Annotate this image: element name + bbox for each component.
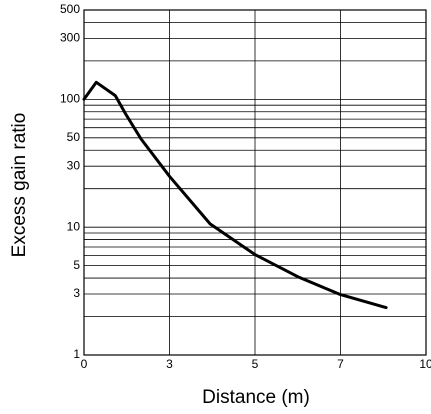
x-tick-label: 0 [81,357,88,371]
y-tick-label: 100 [60,92,80,106]
y-tick-label: 300 [60,31,80,45]
y-tick-label: 50 [67,130,81,144]
x-axis-title: Distance (m) [202,387,310,408]
y-tick-label: 5 [73,258,80,272]
y-tick-label: 1 [73,347,80,361]
plot-frame [83,9,427,356]
x-tick-label: 5 [252,357,259,371]
y-tick-label: 500 [60,2,80,16]
data-line [82,80,388,310]
y-axis-title: Excess gain ratio [9,113,30,258]
x-tick-label: 3 [166,357,173,371]
x-tick-label: 10 [419,357,431,371]
y-tick-label: 3 [73,286,80,300]
y-tick-label: 30 [67,158,81,172]
x-tick-label: 7 [337,357,344,371]
y-tick-label: 10 [67,219,81,233]
